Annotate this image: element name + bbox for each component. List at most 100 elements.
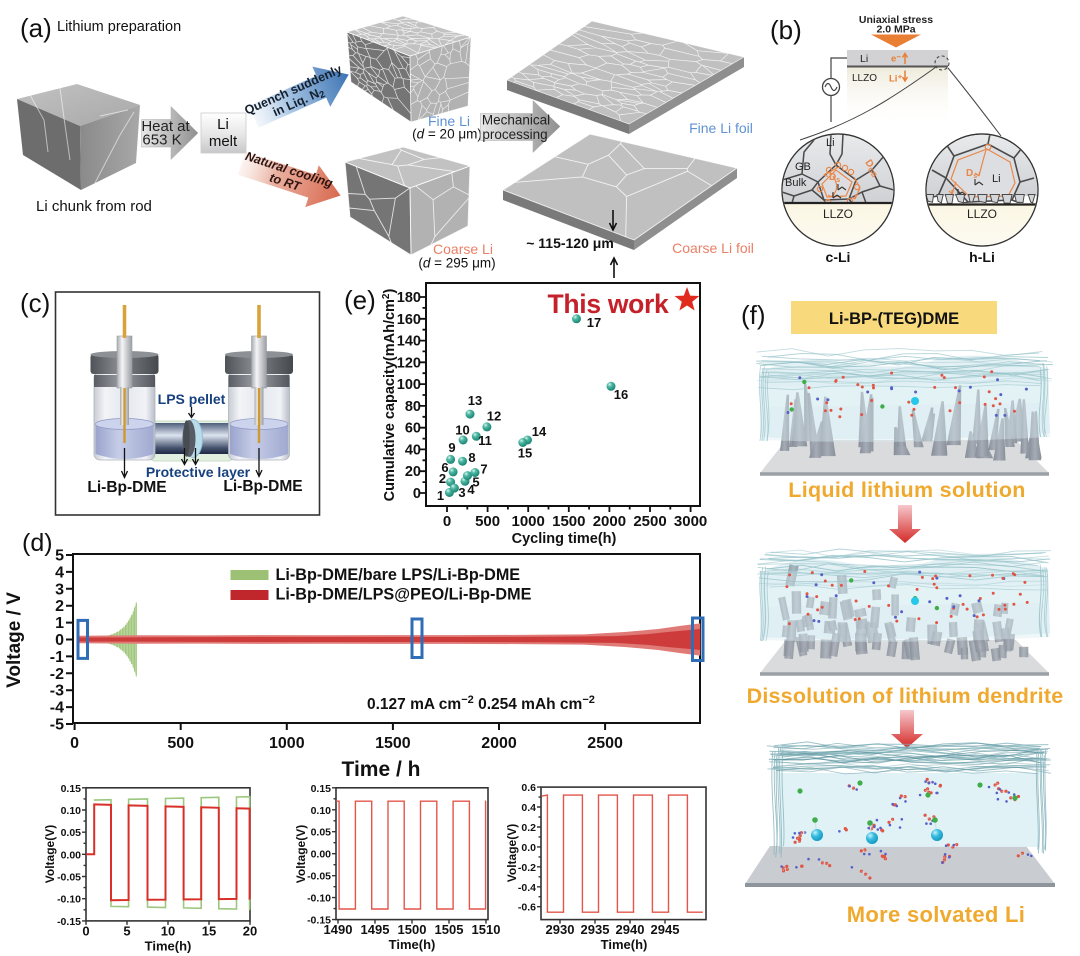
svg-text:-0.15: -0.15 <box>307 915 331 927</box>
svg-text:Li-Bp-DME: Li-Bp-DME <box>223 478 302 495</box>
svg-text:60: 60 <box>405 421 421 437</box>
svg-text:9: 9 <box>448 440 455 455</box>
svg-text:-1: -1 <box>50 649 64 666</box>
svg-text:Coarse Li foil: Coarse Li foil <box>672 240 754 256</box>
svg-text:1510: 1510 <box>472 922 501 937</box>
svg-text:16: 16 <box>614 387 628 402</box>
svg-text:Li⁺: Li⁺ <box>889 74 902 85</box>
svg-text:12: 12 <box>487 409 501 424</box>
svg-text:80: 80 <box>405 399 421 415</box>
svg-text:13: 13 <box>468 393 482 408</box>
svg-text:Ds: Ds <box>829 172 840 184</box>
svg-text:-0.15: -0.15 <box>57 916 81 928</box>
svg-text:Time / h: Time / h <box>342 758 421 781</box>
svg-text:(d = 20 μm): (d = 20 μm) <box>412 127 482 142</box>
svg-text:2.0 MPa: 2.0 MPa <box>876 24 915 36</box>
svg-text:Li: Li <box>217 116 229 133</box>
svg-text:0.00: 0.00 <box>61 849 82 861</box>
svg-text:160: 160 <box>397 312 421 328</box>
svg-text:GB: GB <box>795 161 811 173</box>
svg-text:0: 0 <box>70 735 79 752</box>
svg-text:180: 180 <box>397 290 421 306</box>
svg-text:0.00: 0.00 <box>311 849 332 861</box>
svg-text:(c): (c) <box>20 288 50 318</box>
svg-text:-0.6: -0.6 <box>518 902 536 914</box>
svg-text:8: 8 <box>468 450 475 465</box>
svg-text:c-Li: c-Li <box>826 249 851 265</box>
svg-text:Bulk: Bulk <box>785 177 807 189</box>
svg-text:3: 3 <box>458 485 465 500</box>
svg-text:11: 11 <box>478 433 492 448</box>
svg-text:Li-Bp-DME: Li-Bp-DME <box>87 479 166 496</box>
svg-text:0: 0 <box>443 513 451 530</box>
svg-text:15: 15 <box>202 923 216 938</box>
svg-text:Time(h): Time(h) <box>145 938 192 953</box>
svg-text:Time(h): Time(h) <box>389 937 436 952</box>
svg-text:Li-Bp-DME/LPS@PEO/Li-Bp-DME: Li-Bp-DME/LPS@PEO/Li-Bp-DME <box>276 586 532 604</box>
svg-text:Li-Bp-DME/bare LPS/Li-Bp-DME: Li-Bp-DME/bare LPS/Li-Bp-DME <box>276 566 521 584</box>
svg-text:Voltage / V: Voltage / V <box>4 592 25 688</box>
svg-text:1495: 1495 <box>361 922 390 937</box>
svg-text:LLZO: LLZO <box>823 207 853 221</box>
svg-text:2000: 2000 <box>481 735 517 752</box>
svg-text:-3: -3 <box>50 683 64 700</box>
svg-text:Li-BP-(TEG)DME: Li-BP-(TEG)DME <box>829 310 959 328</box>
svg-text:0.10: 0.10 <box>61 805 82 817</box>
svg-text:2000: 2000 <box>593 513 626 530</box>
svg-text:2500: 2500 <box>587 735 623 752</box>
svg-text:20: 20 <box>243 923 257 938</box>
svg-text:(d = 295 μm): (d = 295 μm) <box>418 256 495 271</box>
svg-text:1500: 1500 <box>552 513 585 530</box>
svg-text:e⁻: e⁻ <box>891 54 901 65</box>
svg-text:2930: 2930 <box>546 922 575 937</box>
svg-text:653 K: 653 K <box>142 132 181 149</box>
svg-text:Voltage(V): Voltage(V) <box>294 825 308 883</box>
svg-text:(a): (a) <box>20 13 52 43</box>
svg-text:Li: Li <box>860 53 868 65</box>
svg-text:0: 0 <box>413 486 421 502</box>
svg-text:Dissolution of lithium dendrit: Dissolution of lithium dendrite <box>747 684 1064 708</box>
svg-text:Heat at: Heat at <box>141 118 190 135</box>
svg-text:-2: -2 <box>50 666 64 683</box>
svg-text:Cumulative capacity(mAh/cm2): Cumulative capacity(mAh/cm2) <box>381 289 399 502</box>
svg-text:5: 5 <box>123 923 130 938</box>
svg-text:500: 500 <box>475 513 500 530</box>
svg-text:(e): (e) <box>344 285 376 315</box>
svg-text:-0.2: -0.2 <box>518 862 536 874</box>
svg-text:Protective layer: Protective layer <box>146 464 251 480</box>
svg-text:0: 0 <box>82 923 89 938</box>
svg-text:0.2: 0.2 <box>521 822 536 834</box>
svg-text:-0.4: -0.4 <box>518 882 536 894</box>
svg-text:h-Li: h-Li <box>969 249 995 265</box>
svg-text:20: 20 <box>405 464 421 480</box>
svg-text:Voltage(V): Voltage(V) <box>505 824 519 882</box>
svg-text:Li chunk from rod: Li chunk from rod <box>36 198 152 215</box>
svg-text:0.6: 0.6 <box>521 782 536 794</box>
svg-text:1000: 1000 <box>512 513 545 530</box>
svg-text:1500: 1500 <box>375 735 411 752</box>
svg-text:0.15: 0.15 <box>61 783 82 795</box>
svg-text:0.10: 0.10 <box>311 805 332 817</box>
svg-text:0: 0 <box>55 632 64 649</box>
svg-text:Coarse Li: Coarse Li <box>433 241 493 257</box>
svg-text:LLZO: LLZO <box>852 73 877 84</box>
svg-text:0.127 mA cm−2 0.254 mAh cm−2: 0.127 mA cm−2 0.254 mAh cm−2 <box>367 694 595 713</box>
svg-text:1505: 1505 <box>435 922 464 937</box>
svg-text:-4: -4 <box>50 700 64 717</box>
svg-text:40: 40 <box>405 442 421 458</box>
svg-text:This work: This work <box>548 289 670 319</box>
svg-text:(d): (d) <box>22 529 53 557</box>
svg-text:17: 17 <box>587 315 601 330</box>
svg-text:0.15: 0.15 <box>311 783 332 795</box>
svg-text:-0.10: -0.10 <box>307 893 331 905</box>
svg-text:7: 7 <box>480 462 487 477</box>
svg-text:Lithium preparation: Lithium preparation <box>57 19 181 35</box>
svg-text:1: 1 <box>55 615 64 632</box>
svg-text:4: 4 <box>467 482 475 497</box>
svg-text:3000: 3000 <box>674 513 707 530</box>
svg-text:15: 15 <box>518 446 532 461</box>
svg-text:4: 4 <box>55 564 64 581</box>
svg-text:-0.05: -0.05 <box>307 871 331 883</box>
svg-text:10: 10 <box>161 923 175 938</box>
svg-text:~ 115-120 μm: ~ 115-120 μm <box>526 235 614 251</box>
